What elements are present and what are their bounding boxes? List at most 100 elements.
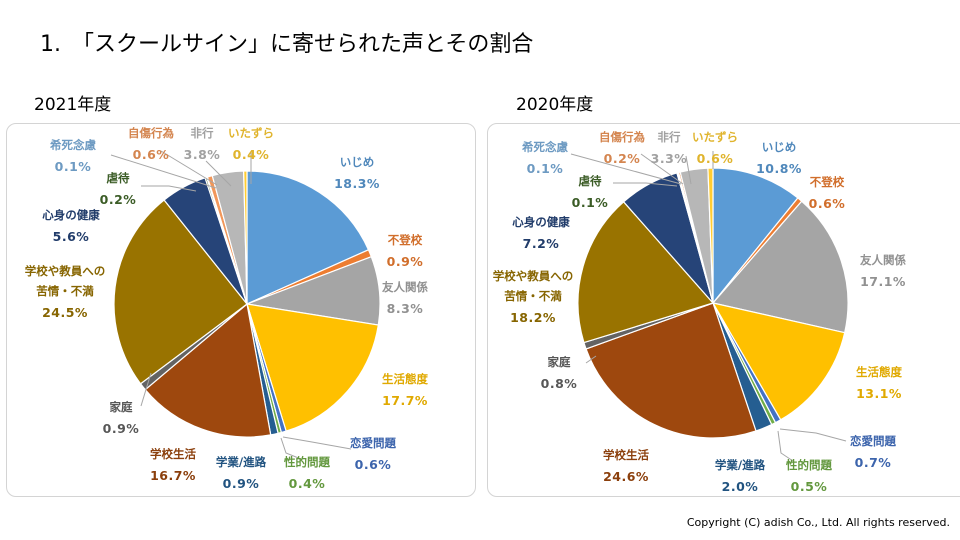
leader-line [685, 155, 692, 185]
value-label: 0.6% [355, 457, 392, 472]
value-label: 5.6% [53, 229, 90, 244]
value-label: 13.1% [856, 386, 902, 401]
pie-chart-2020: いじめ 10.8% 不登校 0.6% 友人関係 17.1% 生活態度 13.1% 恋愛問題 0.7… [487, 123, 960, 497]
category-label: 不登校 [810, 175, 845, 189]
category-label: 生活態度 [382, 372, 428, 386]
value-label: 0.6% [809, 196, 846, 211]
chart-title-2021: 2021年度 [34, 95, 112, 115]
value-label: 2.0% [722, 479, 759, 494]
leader-line [282, 436, 352, 450]
pie-slice [144, 302, 272, 438]
value-label: 7.2% [523, 236, 560, 251]
leader-line [141, 185, 197, 192]
leader-line [570, 153, 682, 185]
category-label: いじめ [762, 140, 797, 154]
category-label: 学校生活 [150, 447, 196, 461]
leader-line [160, 150, 218, 186]
pie-slice [243, 170, 248, 305]
value-label: 24.5% [42, 305, 88, 320]
category-label: 心身の健康 [42, 208, 100, 222]
page-title: 1. 「スクールサイン」に寄せられた声とその割合 [40, 32, 534, 57]
leader-line [205, 160, 232, 187]
pie-slice [577, 200, 715, 344]
category-label: 学校や教員への [25, 264, 106, 278]
pie-chart-2021-svg: いじめ 18.3% 不登校 0.9% 友人関係 8.3% 生活態度 17.7% 恋愛問題 0.6%… [25, 126, 429, 491]
leader-line [140, 372, 152, 407]
pie-slice [246, 170, 370, 305]
leader-line [640, 153, 684, 185]
category-label: 友人関係 [382, 280, 428, 294]
category-label: 虐待 [107, 171, 130, 185]
category-label: 自傷行為 [599, 130, 645, 144]
pie-slices [113, 170, 381, 438]
value-label: 0.9% [387, 254, 424, 269]
category-label: いたずら [228, 126, 274, 140]
pie-slice [712, 167, 799, 305]
value-label: 18.3% [334, 176, 380, 191]
pie-chart-2021: いじめ 18.3% 不登校 0.9% 友人関係 8.3% 生活態度 17.7% 恋愛問題 0.6%… [6, 123, 476, 497]
value-label: 0.5% [791, 479, 828, 494]
pie-slice [711, 302, 846, 421]
category-label: 希死念慮 [521, 140, 568, 154]
value-label: 0.1% [55, 159, 92, 174]
category-label: 学業/進路 [216, 455, 267, 469]
leader-line [110, 154, 217, 189]
category-label: 性的問題 [786, 458, 832, 472]
value-label: 18.2% [510, 310, 556, 325]
value-label: 0.2% [604, 151, 641, 166]
category-label: 恋愛問題 [350, 436, 396, 450]
value-label: 3.3% [651, 151, 688, 166]
chart-title-2020: 2020年度 [516, 95, 594, 115]
category-label: 学校や教員への [493, 269, 574, 283]
value-label: 3.8% [184, 147, 221, 162]
category-label: 学校生活 [603, 448, 649, 462]
leader-line [280, 437, 302, 460]
category-label: 不登校 [388, 233, 423, 247]
category-label: 苦情・不満 [504, 289, 562, 303]
leader-line [779, 428, 847, 442]
pie-slices [577, 167, 849, 439]
category-label: 生活態度 [856, 365, 902, 379]
category-label: 自傷行為 [128, 126, 174, 140]
pie-slice [246, 303, 380, 432]
value-label: 0.6% [133, 147, 170, 162]
category-label: いたずら [692, 130, 738, 144]
value-label: 0.4% [289, 476, 326, 491]
pie-slice [113, 199, 248, 385]
category-label: 希死念慮 [49, 138, 96, 152]
pie-slice [585, 302, 757, 439]
copyright-text: Copyright (C) adish Co., Ltd. All rights… [686, 516, 950, 529]
value-label: 0.1% [527, 161, 564, 176]
value-label: 0.1% [572, 195, 609, 210]
pie-slice [711, 200, 849, 334]
value-label: 8.3% [387, 301, 424, 316]
value-label: 0.9% [103, 421, 140, 436]
category-label: 友人関係 [860, 253, 906, 267]
leader-line [777, 430, 794, 462]
value-label: 17.1% [860, 274, 906, 289]
value-label: 0.7% [855, 455, 892, 470]
value-label: 24.6% [603, 469, 649, 484]
category-label: 家庭 [110, 400, 133, 414]
category-label: 学業/進路 [715, 458, 766, 472]
category-label: 非行 [191, 126, 214, 140]
value-label: 0.6% [697, 151, 734, 166]
value-label: 0.4% [233, 147, 270, 162]
category-label: 恋愛問題 [850, 434, 896, 448]
pie-chart-2020-svg: いじめ 10.8% 不登校 0.6% 友人関係 17.1% 生活態度 13.1% 恋愛問題 0.7… [493, 130, 907, 494]
value-label: 0.9% [223, 476, 260, 491]
category-label: 心身の健康 [512, 215, 570, 229]
value-label: 10.8% [756, 161, 802, 176]
category-label: 苦情・不満 [36, 284, 94, 298]
category-label: 虐待 [579, 174, 602, 188]
category-label: いじめ [340, 155, 375, 169]
value-label: 0.2% [100, 192, 137, 207]
value-label: 17.7% [382, 393, 428, 408]
value-label: 0.8% [541, 376, 578, 391]
leader-line [613, 182, 678, 187]
category-label: 非行 [658, 130, 681, 144]
category-label: 家庭 [548, 355, 571, 369]
value-label: 16.7% [150, 468, 196, 483]
category-label: 性的問題 [284, 455, 330, 469]
leader-line [585, 355, 597, 364]
